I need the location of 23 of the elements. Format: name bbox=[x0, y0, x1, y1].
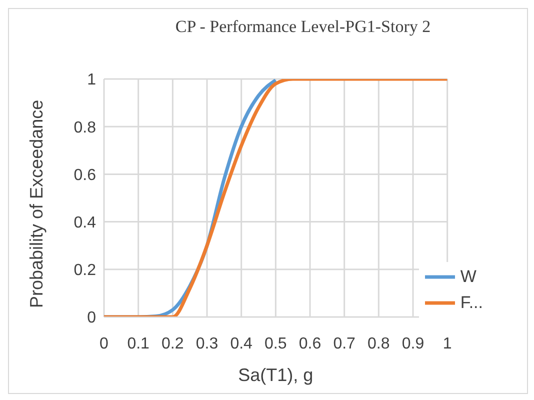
x-tick-label: 0.8 bbox=[368, 335, 390, 352]
y-tick-label: 0.6 bbox=[74, 166, 96, 184]
x-axis-title: Sa(T1), g bbox=[238, 365, 314, 385]
x-tick-label: 0.1 bbox=[127, 335, 150, 352]
x-tick-label: 0.5 bbox=[264, 335, 287, 352]
x-tick-label: 0.3 bbox=[196, 335, 218, 352]
y-tick-label: 0.2 bbox=[74, 262, 96, 280]
y-tick-label: 0.8 bbox=[74, 119, 96, 136]
legend-label: F... bbox=[460, 293, 483, 313]
x-tick-label: 1 bbox=[442, 335, 452, 352]
x-tick-label: 0 bbox=[100, 335, 109, 352]
x-tick-label: 0.2 bbox=[162, 335, 184, 352]
x-tick-label: 0.4 bbox=[230, 335, 253, 352]
y-tick-label: 1 bbox=[87, 72, 96, 89]
chart-title: CP - Performance Level-PG1-Story 2 bbox=[174, 17, 432, 37]
legend-label: W bbox=[460, 267, 476, 287]
x-tick-label: 0.6 bbox=[298, 335, 322, 352]
x-tick-label: 0.9 bbox=[402, 335, 424, 352]
x-tick-label: 0.7 bbox=[333, 335, 356, 352]
line-series bbox=[104, 79, 448, 317]
y-tick-label: 0.4 bbox=[74, 214, 96, 232]
y-axis-title: Probability of Exceedance bbox=[26, 100, 46, 308]
y-tick-label: 0 bbox=[87, 310, 96, 327]
